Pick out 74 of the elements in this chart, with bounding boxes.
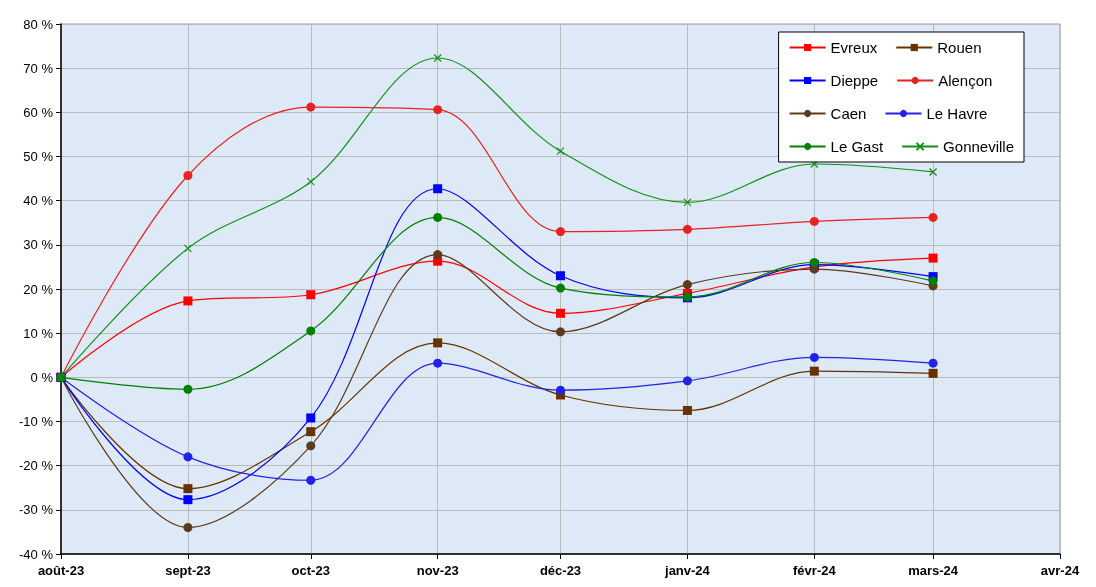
y-tick-label: 50 % bbox=[23, 149, 54, 164]
legend-label: Le Gast bbox=[830, 138, 884, 155]
y-tick-label: 60 % bbox=[23, 104, 54, 120]
point bbox=[928, 167, 938, 177]
point bbox=[682, 376, 692, 386]
point bbox=[433, 105, 443, 115]
point bbox=[682, 405, 692, 415]
point bbox=[682, 280, 692, 290]
point bbox=[306, 290, 316, 300]
point bbox=[183, 484, 193, 494]
point bbox=[306, 413, 316, 423]
y-tick-label: 30 % bbox=[23, 237, 54, 253]
point bbox=[433, 184, 443, 194]
point bbox=[306, 326, 316, 336]
point bbox=[809, 366, 819, 376]
point bbox=[433, 358, 443, 368]
point bbox=[183, 495, 193, 505]
point bbox=[306, 102, 316, 112]
point bbox=[183, 296, 193, 306]
y-tick-label: 40 % bbox=[23, 193, 54, 209]
point bbox=[183, 384, 193, 394]
x-tick-label: août-23 bbox=[37, 563, 85, 578]
legend-label: Dieppe bbox=[830, 72, 879, 89]
legend-label: Alençon bbox=[938, 72, 993, 89]
x-tick-label: déc-23 bbox=[539, 563, 582, 578]
legend-label: Le Havre bbox=[926, 105, 988, 122]
legend-label: Gonneville bbox=[943, 138, 1015, 155]
legend-label: Rouen bbox=[937, 39, 982, 56]
y-tick-label: 20 % bbox=[23, 281, 54, 297]
point bbox=[183, 523, 193, 532]
point bbox=[433, 250, 443, 260]
point bbox=[809, 352, 819, 362]
point bbox=[928, 368, 938, 378]
point bbox=[433, 212, 443, 222]
x-tick-label: oct-23 bbox=[291, 563, 330, 578]
point bbox=[306, 427, 316, 437]
legend-label: Caen bbox=[830, 105, 867, 122]
y-tick-label: -10 % bbox=[19, 414, 54, 429]
point bbox=[556, 308, 565, 318]
point bbox=[433, 338, 443, 348]
x-tick-label: sept-23 bbox=[165, 563, 211, 578]
y-tick-label: 70 % bbox=[23, 60, 54, 76]
x-tick-label: avr-24 bbox=[1040, 563, 1080, 578]
point bbox=[928, 212, 938, 222]
point bbox=[682, 224, 692, 234]
point bbox=[556, 271, 565, 281]
point bbox=[433, 53, 442, 63]
point bbox=[306, 177, 315, 186]
point bbox=[183, 244, 193, 253]
point bbox=[928, 253, 938, 263]
y-tick-label: -20 % bbox=[19, 458, 54, 474]
point bbox=[928, 276, 938, 286]
point bbox=[556, 147, 565, 156]
point bbox=[306, 441, 316, 451]
point bbox=[183, 452, 193, 462]
point bbox=[556, 227, 565, 237]
point bbox=[556, 327, 565, 337]
point bbox=[928, 358, 938, 368]
x-tick-label: févr-24 bbox=[793, 563, 837, 578]
point bbox=[306, 475, 316, 485]
y-tick-label: 0 % bbox=[30, 369, 54, 385]
legend-label: Evreux bbox=[830, 39, 878, 56]
point bbox=[183, 170, 193, 180]
point bbox=[556, 385, 565, 395]
point bbox=[809, 216, 819, 226]
x-tick-label: janv-24 bbox=[664, 563, 711, 578]
x-tick-label: mars-24 bbox=[908, 563, 959, 578]
y-tick-label: 10 % bbox=[23, 325, 54, 341]
y-tick-label: 80 % bbox=[23, 16, 54, 32]
y-tick-label: -30 % bbox=[19, 502, 54, 518]
point bbox=[556, 283, 565, 293]
x-tick-label: nov-23 bbox=[416, 563, 459, 578]
y-tick-label: -40 % bbox=[19, 546, 54, 562]
point bbox=[683, 198, 692, 207]
